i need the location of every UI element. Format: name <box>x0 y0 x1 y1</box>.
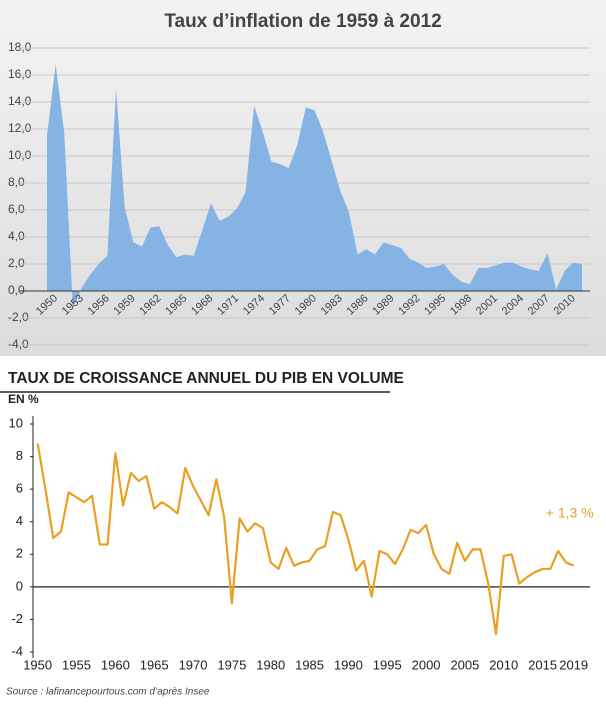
y-tick-label: 0,0 <box>8 283 25 297</box>
x-tick-label: 2010 <box>489 657 518 672</box>
y-tick-label: -2 <box>11 611 23 626</box>
y-tick-label: 0 <box>16 578 23 593</box>
x-tick-label: 1950 <box>23 657 52 672</box>
y-tick-label: 14,0 <box>8 94 32 108</box>
x-tick-label: 2005 <box>450 657 479 672</box>
y-tick-label: 4 <box>16 513 23 528</box>
y-tick-label: 2 <box>16 546 23 561</box>
x-tick-label: 1970 <box>179 657 208 672</box>
y-tick-label: 12,0 <box>8 121 32 135</box>
x-tick-label: 1995 <box>373 657 402 672</box>
area <box>47 64 582 309</box>
y-tick-label: 18,0 <box>8 40 32 54</box>
y-tick-label: -2,0 <box>8 310 29 324</box>
chart-title: TAUX DE CROISSANCE ANNUEL DU PIB EN VOLU… <box>8 370 404 387</box>
x-tick-label: 2000 <box>412 657 441 672</box>
annotation: + 1,3 % <box>546 504 594 520</box>
x-tick-label: 1955 <box>62 657 91 672</box>
chart-title: Taux d’inflation de 1959 à 2012 <box>164 11 441 32</box>
y-tick-label: 16,0 <box>8 67 32 81</box>
x-tick-label: 1985 <box>295 657 324 672</box>
line <box>36 443 575 636</box>
y-axis-label: EN % <box>8 392 39 406</box>
x-tick-label: 2015 <box>528 657 557 672</box>
y-tick-label: -4,0 <box>8 337 29 351</box>
y-tick-label: 2,0 <box>8 256 25 270</box>
x-tick-label: 1990 <box>334 657 363 672</box>
y-tick-label: 10 <box>9 415 23 430</box>
x-tick-label: 1980 <box>256 657 285 672</box>
y-tick-label: -4 <box>11 643 23 658</box>
y-tick-label: 8,0 <box>8 175 25 189</box>
y-tick-label: 6,0 <box>8 202 25 216</box>
y-tick-label: 10,0 <box>8 148 32 162</box>
y-tick-label: 8 <box>16 448 23 463</box>
x-tick-label: 1960 <box>101 657 130 672</box>
source-note: Source : lafinancepourtous.com d’après I… <box>6 687 210 698</box>
y-tick-label: 6 <box>16 481 23 496</box>
y-tick-label: 4,0 <box>8 229 25 243</box>
x-tick-label: 2019 <box>559 657 588 672</box>
x-tick-label: 1975 <box>217 657 246 672</box>
x-tick-label: 1965 <box>140 657 169 672</box>
